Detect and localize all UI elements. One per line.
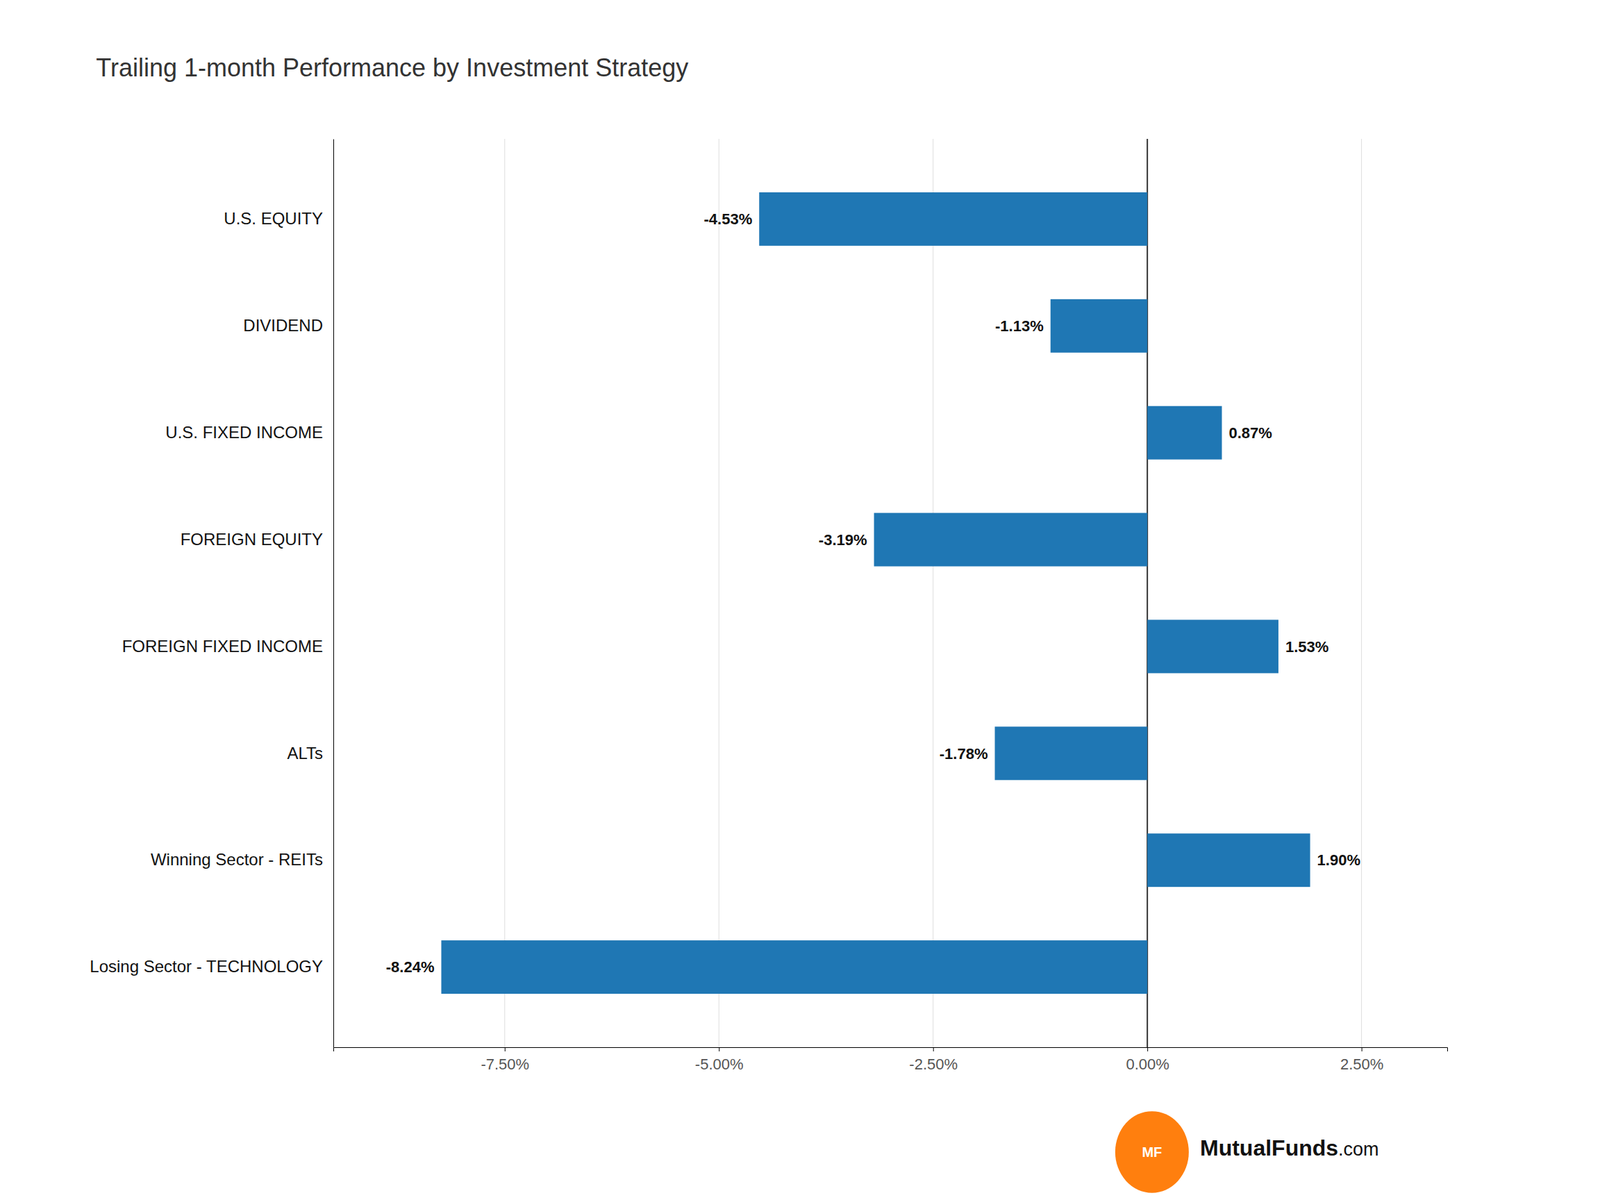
x-tick: 0.00%	[1125, 1047, 1169, 1073]
tick-label: FOREIGN EQUITY	[180, 529, 323, 549]
grid-line	[718, 138, 720, 1048]
x-tick: -2.50%	[909, 1047, 958, 1073]
tick-mark	[504, 1047, 506, 1052]
bar	[1050, 299, 1148, 353]
annotation: MutualFunds.com	[1200, 1135, 1380, 1161]
zero-line	[1146, 138, 1148, 1048]
x-tick: -5.00%	[695, 1047, 744, 1073]
tick-label: -7.50%	[480, 1055, 530, 1073]
data-label: -1.13%	[995, 317, 1044, 335]
tick-label: U.S. FIXED INCOME	[165, 422, 323, 442]
y-tick: U.S. EQUITY	[223, 209, 334, 228]
tick-label: 2.50%	[1340, 1055, 1384, 1073]
tick-label: -5.00%	[695, 1055, 744, 1073]
data-label: 1.53%	[1285, 638, 1329, 656]
y-tick: DIVIDEND	[243, 315, 334, 335]
tick-mark	[933, 1047, 935, 1052]
data-labels: -4.53% -1.13% 0.87% -3.19% 1.53% -1.78% 1.90% -…	[386, 210, 1361, 976]
y-axis: U.S. EQUITY DIVIDEND U.S. FIXED INCOME FORE…	[89, 139, 334, 1048]
annotation-part: MutualFunds	[1200, 1135, 1339, 1161]
tick-label: 0.00%	[1125, 1055, 1169, 1073]
y-tick: ALTs	[286, 743, 334, 763]
axis-line	[334, 1047, 1448, 1053]
data-label: -3.19%	[818, 531, 868, 549]
data-label: -4.53%	[704, 210, 753, 228]
grid-line	[1361, 138, 1362, 1048]
y-tick: Losing Sector - TECHNOLOGY	[89, 956, 334, 976]
tick-label: ALTs	[286, 743, 323, 763]
y-tick: FOREIGN FIXED INCOME	[122, 636, 334, 656]
tick-label: Losing Sector - TECHNOLOGY	[89, 956, 323, 976]
y-tick: FOREIGN EQUITY	[180, 529, 334, 549]
tick-label: U.S. EQUITY	[223, 209, 323, 228]
bar	[1147, 406, 1222, 460]
tick-label: Winning Sector - REITs	[150, 850, 323, 869]
annotation: MF	[1141, 1144, 1162, 1160]
x-tick: 2.50%	[1340, 1047, 1384, 1073]
chart: Trailing 1-month Performance by Investme…	[0, 0, 1600, 1200]
bar	[1147, 619, 1279, 673]
bar	[759, 192, 1148, 246]
data-label: 0.87%	[1228, 424, 1272, 442]
bar	[995, 726, 1148, 780]
grid	[504, 138, 1362, 1048]
logo: MF MutualFunds.com	[1115, 1111, 1380, 1194]
tick-label: FOREIGN FIXED INCOME	[122, 636, 323, 656]
data-label: -8.24%	[386, 958, 435, 976]
x-tick: -7.50%	[480, 1047, 530, 1073]
logo-badge	[1115, 1111, 1189, 1194]
tick-label: -2.50%	[909, 1055, 958, 1073]
tick-mark	[718, 1047, 720, 1052]
bar	[1147, 833, 1310, 887]
grid-line	[932, 138, 934, 1048]
data-label: -1.78%	[939, 745, 989, 763]
bar	[874, 513, 1148, 567]
tick-mark	[1361, 1047, 1363, 1052]
axis-line	[333, 139, 335, 1048]
annotation-part: .com	[1338, 1138, 1380, 1160]
data-label: 1.90%	[1317, 851, 1361, 869]
tick-label: DIVIDEND	[243, 315, 323, 335]
x-axis: -7.50% -5.00% -2.50% 0.00% 2.50%	[334, 1047, 1448, 1073]
bars	[440, 192, 1310, 994]
title: Trailing 1-month Performance by Investme…	[95, 53, 689, 82]
y-tick: U.S. FIXED INCOME	[165, 422, 334, 442]
tick-mark	[1147, 1047, 1148, 1052]
y-tick: Winning Sector - REITs	[150, 850, 334, 869]
bar	[440, 940, 1148, 994]
grid-line	[504, 138, 505, 1048]
